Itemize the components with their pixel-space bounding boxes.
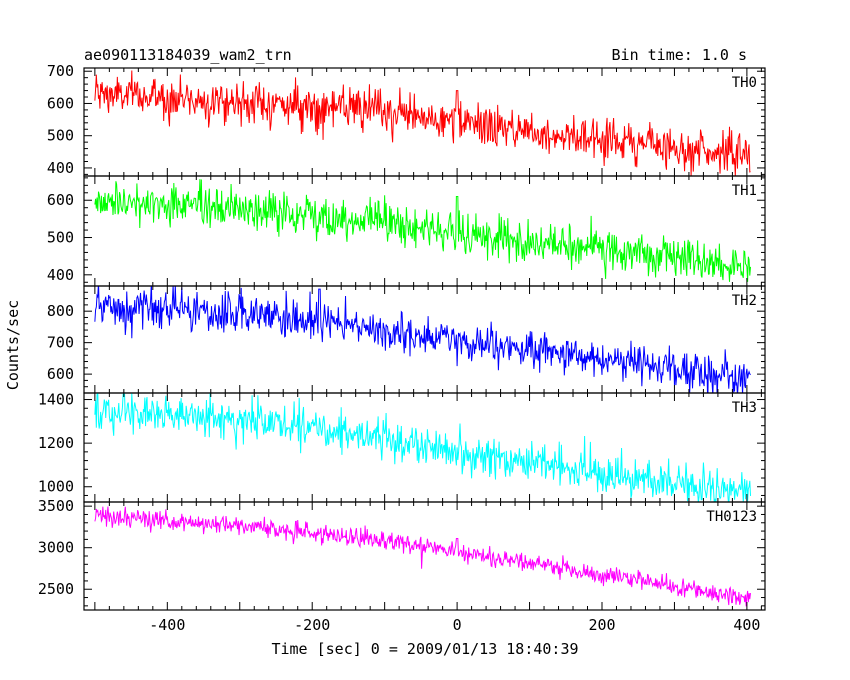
series-line-th3 [94,393,752,502]
y-tick-label: 700 [47,334,74,352]
series-line-th0 [94,70,751,176]
panel-th0123: 2500 3000 3500 TH0123 [38,497,766,611]
panel-th3: 1000 1200 1400 TH3 [38,391,766,503]
y-tick-label: 400 [47,159,74,177]
x-tick-label: 200 [588,616,615,634]
bin-time-label: Bin time: 1.0 s [612,46,747,64]
y-tick-label: 1200 [38,434,74,452]
x-tick-label: 400 [733,616,760,634]
panels-group: 400 500 600 700 TH0 400 500 600 TH1 600 700 800 TH2 1… [38,62,766,611]
series-line-th0123 [94,506,752,607]
y-tick-label: 1000 [38,478,74,496]
panel-th0: 400 500 600 700 TH0 [47,62,766,177]
chart-title: ae090113184039_wam2_trn [84,46,292,64]
y-tick-label: 600 [47,365,74,383]
panel-label-th0: TH0 [732,75,757,91]
series-line-th2 [94,286,751,393]
panel-th1: 400 500 600 TH1 [47,175,766,287]
panel-frame [83,501,766,611]
y-tick-label: 700 [47,62,74,80]
panel-label-th0123: TH0123 [706,509,757,525]
panel-label-th2: TH2 [732,293,757,309]
y-tick-label: 400 [47,266,74,284]
x-tick-label: 0 [453,616,462,634]
y-tick-label: 500 [47,229,74,247]
x-axis: -400 -200 0 200 400 [149,616,760,634]
y-tick-label: 1400 [38,391,74,409]
panel-label-th3: TH3 [732,400,757,416]
y-tick-label: 600 [47,94,74,112]
series-line-th1 [94,179,752,282]
y-axis-label: Counts/sec [4,300,22,390]
panel-th2: 600 700 800 TH2 [47,285,766,394]
x-tick-label: -200 [294,616,330,634]
y-tick-label: 2500 [38,580,74,598]
y-tick-label: 600 [47,191,74,209]
y-tick-label: 800 [47,302,74,320]
y-tick-label: 3000 [38,539,74,557]
x-axis-label: Time [sec] 0 = 2009/01/13 18:40:39 [271,640,578,658]
panel-label-th1: TH1 [732,183,757,199]
y-tick-label: 500 [47,127,74,145]
y-tick-label: 3500 [38,497,74,515]
x-tick-label: -400 [149,616,185,634]
